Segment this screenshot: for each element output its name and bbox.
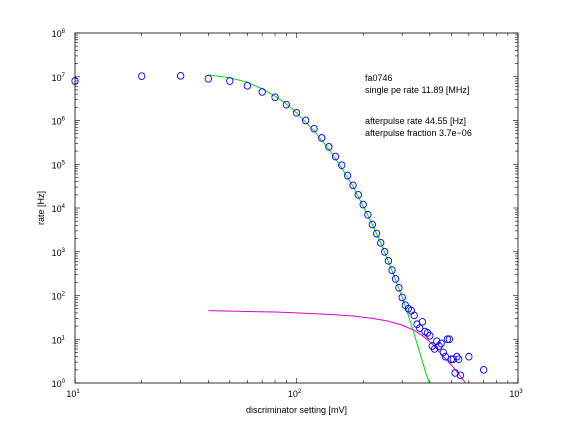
axis-ticks [74, 32, 519, 384]
y-tick-label: 104 [52, 204, 66, 214]
y-tick-label: 101 [52, 335, 66, 345]
data-point [449, 355, 457, 364]
data-point [377, 238, 385, 247]
data-point [292, 108, 301, 117]
data-point [480, 365, 488, 374]
x-tick-label: 103 [509, 389, 523, 399]
data-point [380, 247, 389, 256]
data-point [364, 210, 372, 219]
data-point [418, 317, 427, 326]
data-point [372, 229, 381, 238]
data-point [71, 77, 79, 85]
series-1-line [208, 74, 430, 383]
y-tick-label: 108 [52, 29, 66, 39]
data-point [354, 190, 362, 199]
data-point [282, 100, 291, 109]
series-2-line [208, 310, 466, 383]
y-tick-label: 102 [52, 292, 66, 302]
y-tick-label: 106 [52, 117, 66, 127]
annotation-single-pe: single pe rate 11.89 [MHz] [365, 85, 469, 95]
data-point [138, 72, 146, 81]
data-point [258, 88, 266, 96]
data-point [243, 81, 252, 90]
x-axis-label: discriminator setting [mV] [246, 405, 347, 415]
data-point [318, 134, 326, 142]
fit-lines [208, 74, 466, 383]
annotation-afterpulse-rate: afterpulse rate 44.55 [Hz] [365, 116, 466, 126]
data-point [271, 93, 279, 102]
data-point [433, 337, 441, 346]
data-point [435, 342, 443, 350]
annotation-afterpulse-fraction: afterpulse fraction 3.7e−06 [365, 128, 472, 138]
y-tick-label: 103 [52, 248, 66, 258]
data-point [388, 266, 396, 274]
x-tick-label: 101 [66, 389, 80, 399]
plot-area [74, 32, 519, 384]
data-point [445, 335, 454, 344]
data-point [398, 293, 406, 302]
data-point [456, 371, 465, 380]
y-tick-label: 107 [52, 73, 66, 83]
data-point [226, 77, 234, 85]
data-point [325, 142, 333, 151]
data-point [426, 331, 434, 340]
y-tick-label: 105 [52, 160, 66, 170]
data-points [71, 71, 488, 380]
data-point [437, 339, 445, 348]
data-point [465, 352, 473, 361]
data-point [310, 124, 318, 133]
data-point [349, 181, 357, 190]
data-point [410, 311, 418, 320]
annotation-id: fa0746 [365, 73, 393, 83]
data-point [439, 348, 447, 357]
data-point [455, 355, 463, 364]
data-point [359, 200, 367, 209]
data-point [453, 352, 461, 361]
data-point [204, 74, 213, 83]
data-point [384, 256, 393, 265]
data-point [368, 220, 376, 229]
y-tick-label: 100 [52, 379, 66, 389]
data-point [338, 161, 346, 170]
x-tick-label: 102 [288, 389, 302, 399]
data-point [302, 116, 310, 125]
data-point [395, 283, 403, 292]
data-point [177, 71, 185, 80]
data-point [343, 171, 352, 180]
data-point [331, 152, 340, 161]
y-axis-label: rate [Hz] [36, 191, 46, 225]
data-point [391, 275, 400, 283]
